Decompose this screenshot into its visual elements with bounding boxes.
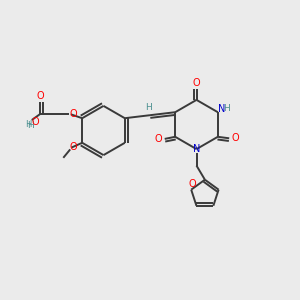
Text: O: O xyxy=(70,142,78,152)
Text: O: O xyxy=(69,109,77,119)
Text: O: O xyxy=(193,77,200,88)
Text: H: H xyxy=(145,103,152,112)
Text: H: H xyxy=(28,121,34,130)
Text: O: O xyxy=(36,91,44,101)
Text: O: O xyxy=(154,134,162,144)
Text: O: O xyxy=(32,117,40,127)
Text: H: H xyxy=(25,120,31,129)
Text: H: H xyxy=(223,104,230,113)
Text: N: N xyxy=(218,103,225,114)
Text: O: O xyxy=(232,133,240,143)
Text: N: N xyxy=(193,144,200,154)
Text: O: O xyxy=(188,179,196,189)
